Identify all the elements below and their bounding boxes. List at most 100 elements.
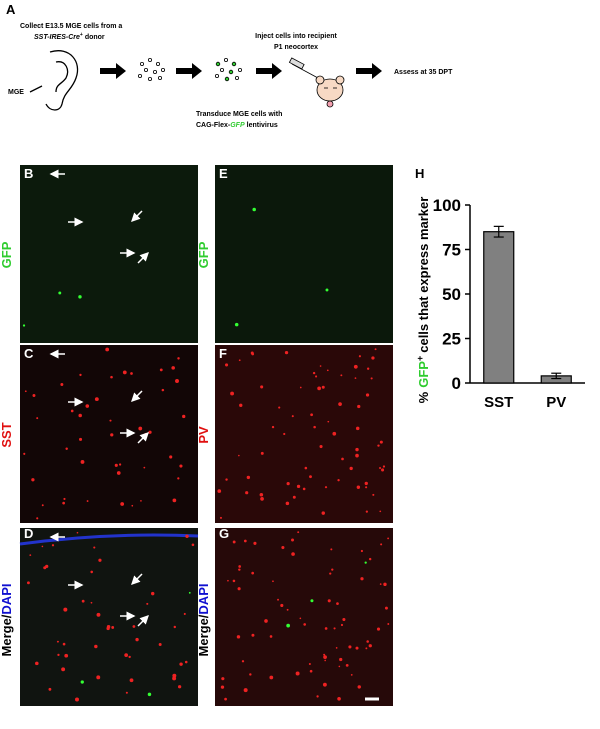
cell — [41, 504, 44, 507]
cell — [51, 544, 55, 547]
cell — [321, 511, 325, 515]
cell — [259, 493, 264, 497]
cell — [130, 372, 133, 375]
cell — [319, 444, 323, 449]
cell — [81, 599, 85, 603]
cell — [177, 477, 180, 480]
cell — [338, 402, 342, 406]
cell — [146, 602, 149, 605]
transduced-cells-icon — [214, 58, 242, 82]
cell — [182, 414, 186, 419]
cell — [285, 501, 290, 506]
cell — [310, 413, 314, 417]
cell — [360, 549, 364, 553]
y-tick-label: 100 — [433, 196, 461, 215]
cell — [56, 640, 59, 643]
cell — [114, 463, 118, 467]
cell — [387, 623, 390, 625]
cell — [109, 419, 112, 422]
cell — [370, 377, 373, 380]
channel-label: PV — [196, 426, 211, 444]
cell — [172, 673, 177, 678]
cell — [179, 662, 183, 666]
cell — [61, 667, 66, 672]
cell — [330, 548, 333, 551]
cell — [353, 364, 358, 369]
cell — [355, 426, 360, 431]
cell — [41, 545, 44, 548]
y-axis-label: % GFP+ cells that express marker — [415, 197, 431, 404]
cell — [355, 447, 359, 452]
channel-label: Merge — [0, 618, 14, 656]
cell — [251, 571, 255, 575]
cell — [171, 366, 175, 370]
cell — [297, 531, 300, 534]
schematic-text: donor — [85, 34, 105, 41]
dapi-edge — [19, 533, 199, 546]
cell — [217, 489, 222, 493]
cell — [335, 647, 338, 649]
cell — [317, 386, 322, 391]
cell — [260, 497, 264, 501]
cell — [324, 486, 328, 489]
cell — [310, 599, 314, 603]
channel-label: GFP — [196, 241, 211, 268]
y-axis-label: % — [416, 391, 431, 403]
cell — [291, 415, 294, 418]
cell — [184, 660, 188, 664]
cell — [249, 673, 252, 676]
y-axis-label: GFP — [416, 361, 431, 388]
cell — [296, 484, 301, 489]
cell — [132, 625, 136, 628]
cell — [26, 581, 30, 585]
cell — [303, 623, 307, 626]
cell — [224, 363, 229, 367]
cell — [302, 487, 306, 491]
cell — [379, 583, 382, 585]
cell — [252, 207, 256, 212]
panel-label: C — [24, 346, 34, 361]
cell — [124, 653, 129, 657]
cell — [323, 653, 326, 656]
cell — [232, 540, 236, 544]
cell — [360, 577, 364, 581]
cell — [220, 685, 225, 689]
cell — [286, 623, 291, 628]
cell — [368, 644, 372, 648]
x-tick-label: PV — [546, 394, 566, 411]
cell — [169, 455, 173, 459]
micrograph — [20, 528, 198, 706]
cell — [277, 598, 279, 601]
cell — [338, 665, 341, 668]
cell — [158, 643, 162, 646]
schematic-text: GFP — [230, 122, 245, 129]
y-tick-label: 0 — [452, 374, 461, 393]
schematic-text: + — [80, 32, 83, 38]
cell — [319, 365, 322, 367]
cell — [188, 591, 191, 594]
cell — [148, 430, 152, 434]
cell — [178, 685, 182, 689]
cell — [372, 493, 375, 496]
cell — [120, 502, 125, 506]
cell — [238, 454, 240, 457]
cell — [131, 504, 134, 507]
cell — [349, 466, 353, 471]
cell — [337, 696, 341, 701]
bar-chart: 0 25 50 75 100 SST PV — [433, 196, 585, 411]
panel-label: F — [219, 346, 227, 361]
panel-label: G — [219, 526, 229, 541]
y-tick-label: 25 — [442, 330, 461, 349]
channel-label: / — [196, 614, 211, 618]
cell — [23, 452, 26, 455]
schematic-text: Collect E13.5 MGE cells from a — [20, 23, 122, 30]
cell — [79, 373, 82, 377]
schematic-text: lentivirus — [247, 122, 278, 129]
cell — [365, 393, 370, 397]
cell — [365, 486, 368, 489]
cell — [161, 388, 165, 392]
cell — [327, 599, 331, 603]
channel-label: Merge/DAPI — [0, 584, 14, 657]
cell — [355, 646, 359, 650]
